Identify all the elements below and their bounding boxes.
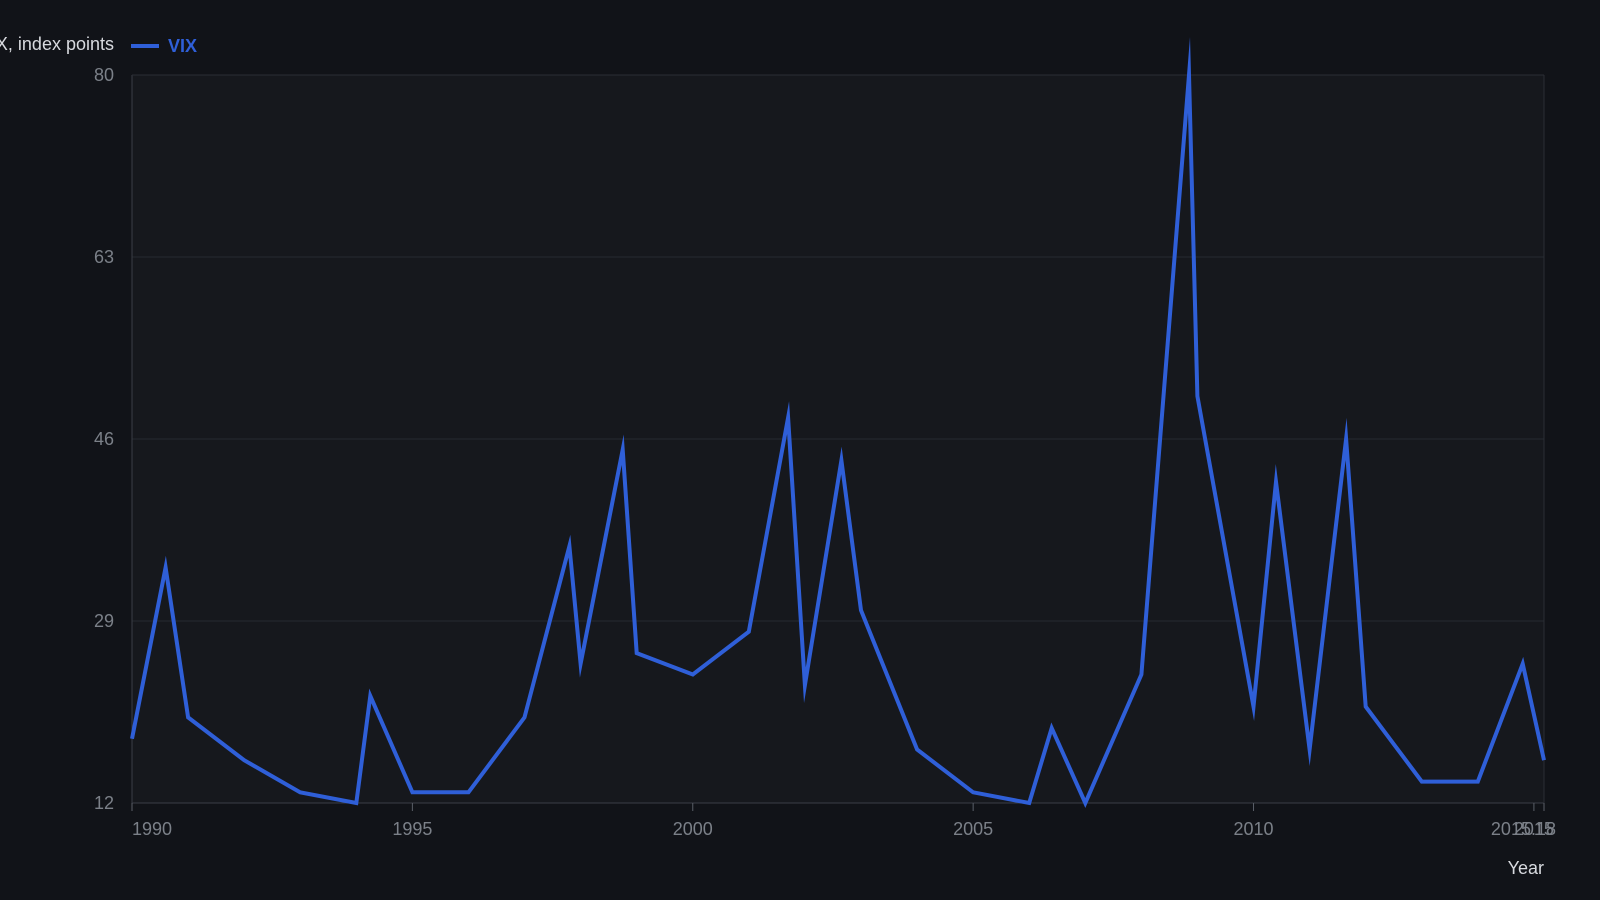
data-point-vix-16 bbox=[786, 416, 790, 420]
data-point-vix-17 bbox=[803, 683, 807, 687]
y-axis-ticks: 12 29 46 63 80 bbox=[94, 65, 114, 813]
data-point-vix-12 bbox=[621, 448, 625, 452]
data-point-vix-32 bbox=[1364, 705, 1368, 709]
data-point-vix-13 bbox=[635, 651, 639, 655]
data-point-vix-14 bbox=[691, 673, 695, 677]
x-tick-label-4: 2010 bbox=[1234, 819, 1274, 839]
data-point-vix-19 bbox=[859, 608, 863, 612]
data-point-vix-9 bbox=[523, 715, 527, 719]
data-point-vix-24 bbox=[1083, 801, 1087, 805]
data-point-vix-4 bbox=[298, 790, 302, 794]
data-point-vix-34 bbox=[1476, 780, 1480, 784]
data-point-vix-20 bbox=[915, 747, 919, 751]
series-layer bbox=[130, 37, 1546, 808]
data-point-vix-30 bbox=[1308, 747, 1312, 751]
data-point-vix-10 bbox=[567, 544, 571, 548]
data-point-vix-11 bbox=[579, 662, 583, 666]
data-point-vix-0 bbox=[130, 737, 134, 741]
data-point-vix-8 bbox=[466, 790, 470, 794]
data-point-vix-3 bbox=[242, 758, 246, 762]
x-axis-label: Year bbox=[1508, 858, 1544, 878]
series-line-vix bbox=[130, 37, 1546, 808]
legend: VIX, index points VIX bbox=[0, 34, 197, 56]
y-tick-label-0: 12 bbox=[94, 793, 114, 813]
x-tick-label-3: 2005 bbox=[953, 819, 993, 839]
data-point-vix-21 bbox=[971, 790, 975, 794]
data-point-vix-36 bbox=[1542, 758, 1546, 762]
x-tick-label-1: 1995 bbox=[392, 819, 432, 839]
data-point-vix-18 bbox=[839, 458, 843, 462]
x-tick-label-0: 1990 bbox=[132, 819, 172, 839]
data-point-vix-28 bbox=[1252, 705, 1256, 709]
data-point-vix-1 bbox=[164, 565, 168, 569]
legend-label-vix: VIX bbox=[168, 36, 197, 56]
data-point-vix-23 bbox=[1050, 726, 1054, 730]
data-point-vix-6 bbox=[368, 694, 372, 698]
data-point-vix-2 bbox=[186, 715, 190, 719]
y-tick-label-4: 80 bbox=[94, 65, 114, 85]
data-point-vix-27 bbox=[1195, 394, 1199, 398]
data-point-vix-29 bbox=[1274, 480, 1278, 484]
data-point-vix-35 bbox=[1521, 662, 1525, 666]
y-tick-label-1: 29 bbox=[94, 611, 114, 631]
x-tick-label-5: 2015 bbox=[1514, 819, 1554, 839]
data-point-vix-31 bbox=[1344, 437, 1348, 441]
x-tick-label-2: 2000 bbox=[673, 819, 713, 839]
data-point-vix-5 bbox=[354, 801, 358, 805]
y-tick-label-3: 63 bbox=[94, 247, 114, 267]
y-tick-label-2: 46 bbox=[94, 429, 114, 449]
axes bbox=[131, 74, 1545, 804]
data-point-vix-15 bbox=[747, 630, 751, 634]
x-tick-label-6: 2015.18 bbox=[1491, 819, 1556, 839]
data-point-vix-33 bbox=[1420, 780, 1424, 784]
data-point-vix-25 bbox=[1139, 673, 1143, 677]
data-point-vix-22 bbox=[1027, 801, 1031, 805]
y-axis-label: VIX, index points bbox=[0, 34, 114, 54]
data-point-vix-7 bbox=[410, 790, 414, 794]
data-point-vix-26 bbox=[1187, 73, 1191, 77]
